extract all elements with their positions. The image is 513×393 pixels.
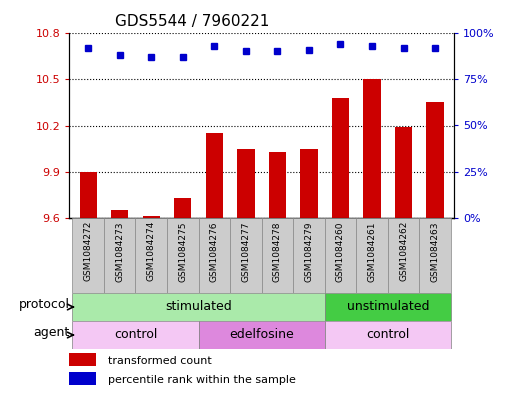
Text: agent: agent xyxy=(34,326,70,339)
Bar xyxy=(293,218,325,293)
Text: GSM1084275: GSM1084275 xyxy=(179,221,187,281)
Bar xyxy=(72,321,199,349)
Bar xyxy=(325,293,451,321)
Text: control: control xyxy=(114,329,157,342)
Bar xyxy=(332,98,349,218)
Text: stimulated: stimulated xyxy=(165,301,232,314)
Text: edelfosine: edelfosine xyxy=(229,329,294,342)
Text: GSM1084263: GSM1084263 xyxy=(430,221,440,281)
Text: GSM1084260: GSM1084260 xyxy=(336,221,345,281)
Text: GDS5544 / 7960221: GDS5544 / 7960221 xyxy=(115,14,270,29)
Bar xyxy=(363,79,381,218)
Bar xyxy=(300,149,318,218)
Bar xyxy=(104,218,135,293)
Text: control: control xyxy=(366,329,409,342)
Bar xyxy=(230,218,262,293)
Bar xyxy=(135,218,167,293)
Text: transformed count: transformed count xyxy=(108,356,211,366)
Bar xyxy=(80,172,97,218)
Bar xyxy=(325,218,356,293)
Bar xyxy=(167,218,199,293)
Text: GSM1084276: GSM1084276 xyxy=(210,221,219,281)
Bar xyxy=(143,217,160,218)
Bar xyxy=(199,321,325,349)
Text: unstimulated: unstimulated xyxy=(346,301,429,314)
Text: GSM1084272: GSM1084272 xyxy=(84,221,93,281)
Text: GSM1084277: GSM1084277 xyxy=(241,221,250,281)
Bar xyxy=(325,321,451,349)
Bar xyxy=(69,353,96,366)
Bar xyxy=(111,210,128,218)
Bar xyxy=(72,293,325,321)
Text: GSM1084262: GSM1084262 xyxy=(399,221,408,281)
Bar xyxy=(388,218,419,293)
Bar xyxy=(356,218,388,293)
Bar xyxy=(419,218,451,293)
Bar xyxy=(174,198,191,218)
Text: GSM1084273: GSM1084273 xyxy=(115,221,124,281)
Bar xyxy=(237,149,254,218)
Bar xyxy=(262,218,293,293)
Text: GSM1084261: GSM1084261 xyxy=(367,221,377,281)
Bar xyxy=(269,152,286,218)
Bar xyxy=(206,133,223,218)
Text: GSM1084274: GSM1084274 xyxy=(147,221,156,281)
Text: percentile rank within the sample: percentile rank within the sample xyxy=(108,375,295,385)
Text: protocol: protocol xyxy=(19,298,70,311)
Bar xyxy=(69,372,96,385)
Bar xyxy=(72,218,104,293)
Bar xyxy=(395,127,412,218)
Bar xyxy=(426,102,444,218)
Bar xyxy=(199,218,230,293)
Text: GSM1084278: GSM1084278 xyxy=(273,221,282,281)
Text: GSM1084279: GSM1084279 xyxy=(304,221,313,281)
